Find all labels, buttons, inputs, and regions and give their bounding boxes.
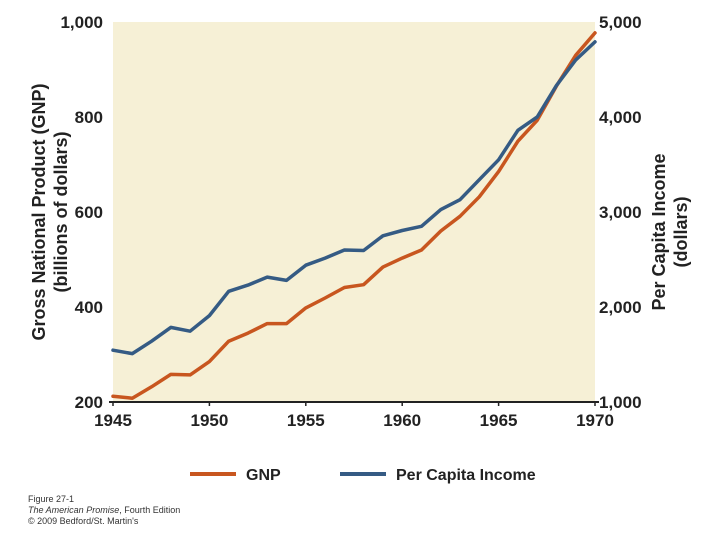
figure-caption: Figure 27-1 The American Promise, Fourth… — [28, 494, 180, 527]
x-tick-label: 1950 — [190, 411, 228, 430]
y-tick-label: 800 — [75, 108, 103, 127]
book-edition: , Fourth Edition — [119, 505, 181, 515]
x-tick-label: 1955 — [287, 411, 325, 430]
y2-tick-label: 2,000 — [599, 298, 642, 317]
book-citation: The American Promise, Fourth Edition — [28, 505, 180, 516]
y2-tick-label: 5,000 — [599, 13, 642, 32]
ticks-layer: 200 400 600 800 1,000 1,000 2,000 3,000 4,000 5,0… — [60, 13, 641, 430]
x-tick-label: 1965 — [480, 411, 518, 430]
y2-tick-label: 4,000 — [599, 108, 642, 127]
legend: GNP Per Capita Income — [190, 467, 536, 484]
plot-area — [113, 22, 595, 402]
series-line-gnp — [111, 31, 597, 400]
y-tick-label: 400 — [75, 298, 103, 317]
x-tick-label: 1960 — [383, 411, 421, 430]
y-tick-label: 1,000 — [60, 13, 103, 32]
lines-layer — [111, 31, 597, 400]
y2-axis-title-line-2: (dollars) — [671, 196, 691, 267]
y-tick-label: 200 — [75, 393, 103, 412]
figure-label: Figure 27-1 — [28, 494, 75, 504]
y-axis-title-line-1: Gross National Product (GNP) — [29, 83, 49, 340]
legend-label-per-capita-income: Per Capita Income — [396, 467, 536, 484]
copyright: © 2009 Bedford/St. Martin's — [28, 516, 139, 526]
y-tick-label: 600 — [75, 203, 103, 222]
x-tick-label: 1945 — [94, 411, 132, 430]
x-tick-label: 1970 — [576, 411, 614, 430]
legend-label-gnp: GNP — [246, 467, 281, 484]
y-axis-title-line-2: (billions of dollars) — [51, 131, 71, 292]
book-title: The American Promise — [28, 505, 120, 515]
y2-tick-label: 1,000 — [599, 393, 642, 412]
y2-tick-label: 3,000 — [599, 203, 642, 222]
y2-axis-title-line-1: Per Capita Income — [649, 153, 669, 310]
series-line-per-capita-income — [111, 40, 597, 356]
